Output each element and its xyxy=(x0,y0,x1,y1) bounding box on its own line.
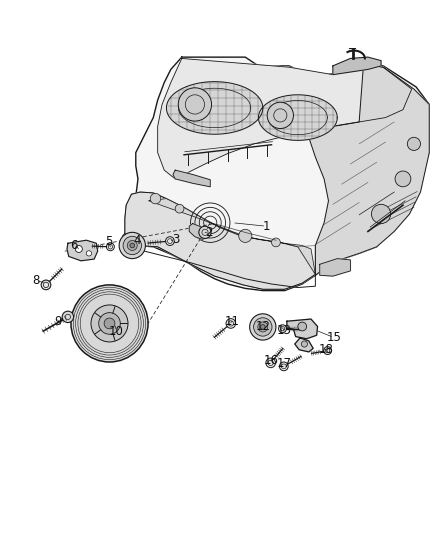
Text: 17: 17 xyxy=(276,357,291,370)
Circle shape xyxy=(407,138,420,150)
Circle shape xyxy=(91,305,128,342)
Text: 9: 9 xyxy=(54,315,62,328)
Text: 6: 6 xyxy=(70,239,78,252)
Polygon shape xyxy=(158,59,412,179)
Text: 13: 13 xyxy=(276,324,291,336)
Circle shape xyxy=(104,318,115,329)
Circle shape xyxy=(62,311,74,322)
Polygon shape xyxy=(258,95,337,140)
Circle shape xyxy=(86,251,92,256)
Circle shape xyxy=(127,240,137,251)
Polygon shape xyxy=(166,82,263,134)
Circle shape xyxy=(41,280,51,290)
Polygon shape xyxy=(307,64,429,275)
Circle shape xyxy=(178,88,212,121)
Circle shape xyxy=(298,322,307,331)
Text: 15: 15 xyxy=(326,331,341,344)
Circle shape xyxy=(266,358,276,368)
Circle shape xyxy=(254,318,272,336)
Text: 12: 12 xyxy=(255,320,270,334)
Circle shape xyxy=(261,325,265,329)
Circle shape xyxy=(301,341,307,347)
Circle shape xyxy=(130,243,134,248)
Polygon shape xyxy=(333,57,381,75)
Circle shape xyxy=(166,237,174,246)
Circle shape xyxy=(119,232,145,259)
Circle shape xyxy=(175,204,184,213)
Circle shape xyxy=(250,314,276,340)
Text: 5: 5 xyxy=(105,236,112,248)
Polygon shape xyxy=(287,319,318,339)
Polygon shape xyxy=(320,259,350,276)
Polygon shape xyxy=(149,199,315,274)
Circle shape xyxy=(71,285,148,362)
Polygon shape xyxy=(125,57,429,290)
Polygon shape xyxy=(189,223,209,239)
Polygon shape xyxy=(295,338,313,352)
Circle shape xyxy=(371,204,391,223)
Circle shape xyxy=(258,322,268,332)
Polygon shape xyxy=(67,240,98,261)
Circle shape xyxy=(267,102,293,128)
Text: 1: 1 xyxy=(262,220,270,233)
Text: 3: 3 xyxy=(173,233,180,246)
Circle shape xyxy=(279,362,288,371)
Text: 4: 4 xyxy=(133,233,141,247)
Circle shape xyxy=(75,246,82,253)
Circle shape xyxy=(123,236,141,255)
Text: 16: 16 xyxy=(263,354,278,367)
Circle shape xyxy=(239,229,252,243)
Text: 18: 18 xyxy=(319,343,334,356)
Text: 2: 2 xyxy=(205,227,213,239)
Circle shape xyxy=(106,243,114,251)
Circle shape xyxy=(199,226,211,238)
Circle shape xyxy=(99,313,120,334)
Circle shape xyxy=(324,346,332,354)
Circle shape xyxy=(226,319,236,328)
Text: 11: 11 xyxy=(225,315,240,328)
Polygon shape xyxy=(123,233,136,249)
Circle shape xyxy=(150,193,161,204)
Polygon shape xyxy=(173,170,210,187)
Text: 10: 10 xyxy=(109,325,124,338)
Polygon shape xyxy=(125,192,315,289)
Text: 8: 8 xyxy=(32,274,39,287)
Circle shape xyxy=(279,325,286,333)
Circle shape xyxy=(272,238,280,247)
Circle shape xyxy=(395,171,411,187)
